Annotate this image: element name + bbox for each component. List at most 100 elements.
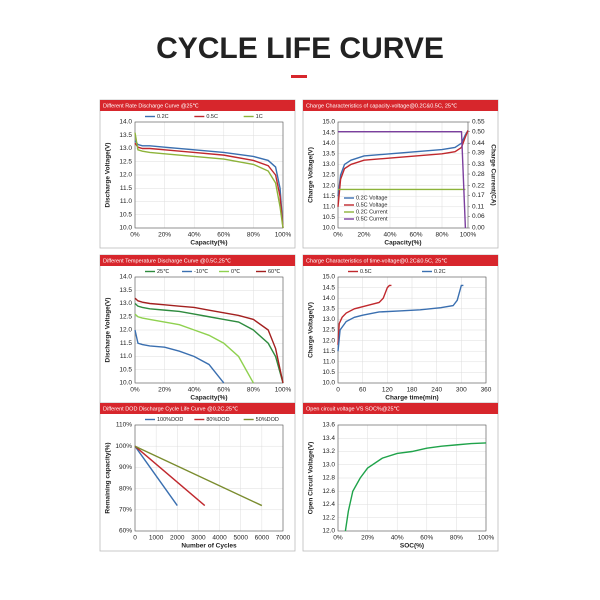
x-tick-label: 2000 <box>170 535 185 542</box>
y-tick-label: 13.0 <box>119 300 132 307</box>
x-axis-title: Charge time(min) <box>385 395 438 402</box>
plot: 0 1000 2000 3000 4000 5000 6000 7000 60% 70% 80% 90… <box>105 417 291 550</box>
x-tick-label: 60% <box>217 387 230 394</box>
x-tick-label: 180 <box>407 387 418 394</box>
y-axis-title: Charge Voltage(V) <box>308 302 315 358</box>
y-axis-title: Charge Voltage(V) <box>308 147 315 203</box>
y-tick-label: 12.6 <box>322 488 335 495</box>
legend-label: -10℃ <box>194 269 209 275</box>
y2-tick-label: 0.22 <box>472 182 485 189</box>
panel-title: Different DOD Discharge Cycle Life Curve… <box>103 406 239 412</box>
legend-label: 0.5C Voltage <box>356 202 388 208</box>
y2-tick-label: 0.50 <box>472 128 485 135</box>
x-tick-label: 60% <box>409 232 422 239</box>
y-tick-label: 13.4 <box>322 435 335 442</box>
x-tick-label: 4000 <box>212 535 227 542</box>
x-tick-label: 40% <box>188 232 201 239</box>
legend-label: 0.5C <box>206 114 218 120</box>
y-tick-label: 13.5 <box>322 306 335 313</box>
y-tick-label: 13.0 <box>322 461 335 468</box>
y-tick-label: 10.5 <box>322 369 335 376</box>
y-tick-label: 12.0 <box>322 182 335 189</box>
x-tick-label: 0 <box>133 535 137 542</box>
y-tick-label: 10.5 <box>119 366 132 373</box>
series-line <box>337 284 392 345</box>
y-tick-label: 15.0 <box>322 274 335 281</box>
y2-tick-label: 0.11 <box>472 204 485 211</box>
y-tick-label: 110% <box>116 422 132 429</box>
panel-title: Open circuit voltage VS SOC%@25℃ <box>306 406 401 412</box>
page-title: CYCLE LIFE CURVE <box>156 32 444 65</box>
legend-label: 80%DOD <box>206 417 229 423</box>
y-tick-label: 12.0 <box>119 172 132 179</box>
y-tick-label: 12.0 <box>322 337 335 344</box>
x-tick-label: 7000 <box>276 535 291 542</box>
series-line <box>134 329 225 384</box>
x-tick-label: 20% <box>357 232 370 239</box>
y2-tick-label: 0.55 <box>472 119 485 126</box>
x-tick-label: 20% <box>158 387 171 394</box>
x-tick-label: 80% <box>247 387 260 394</box>
panel-title: Charge Characteristics of capacity-volta… <box>306 103 458 109</box>
plot: 0% 20% 40% 60% 80% 100% 10.0 10.5 11.0 11.5 12.0 12… <box>308 119 497 247</box>
legend-label: 100%DOD <box>157 417 183 423</box>
plot: 0% 20% 40% 60% 80% 100% 12.0 12.2 12.4 12.6 12.8 13… <box>308 422 495 550</box>
series-line <box>134 445 178 506</box>
x-tick-label: 40% <box>188 387 201 394</box>
x-tick-label: 0% <box>130 232 140 239</box>
y-tick-label: 11.5 <box>323 348 336 355</box>
panel-border <box>99 254 296 404</box>
legend-label: 25℃ <box>157 269 170 275</box>
panel-border <box>302 254 499 404</box>
plot-frame <box>134 424 284 532</box>
y-tick-label: 12.0 <box>119 327 132 334</box>
x-tick-label: 1000 <box>149 535 164 542</box>
y-tick-label: 11.0 <box>120 353 133 360</box>
y-tick-label: 11.0 <box>323 204 336 211</box>
y-tick-label: 14.5 <box>322 129 335 136</box>
title-underline <box>291 75 307 78</box>
x-tick-label: 6000 <box>255 535 270 542</box>
y-tick-label: 90% <box>119 464 132 471</box>
x-tick-label: 80% <box>450 535 463 542</box>
y-tick-label: 13.6 <box>322 422 335 429</box>
x-tick-label: 100% <box>460 232 477 239</box>
panel-header <box>303 100 498 111</box>
series-line <box>134 445 263 507</box>
x-tick-label: 100% <box>275 232 292 239</box>
y-tick-label: 10.0 <box>119 225 132 232</box>
x-tick-label: 100% <box>478 535 495 542</box>
y2-tick-label: 0.06 <box>472 213 485 220</box>
y2-tick-label: 0.28 <box>472 171 485 178</box>
y-tick-label: 12.5 <box>322 327 335 334</box>
legend-label: 0.5C Current <box>356 216 388 222</box>
y-tick-label: 12.8 <box>322 475 335 482</box>
plot: 0 60 120 180 240 300 360 10.0 10.5 11.0 11.5 12.0 12… <box>308 269 492 402</box>
panel-header <box>100 403 295 414</box>
y-tick-label: 14.5 <box>322 284 335 291</box>
x-axis-title: Number of Cycles <box>181 543 237 550</box>
x-tick-label: 360 <box>481 387 492 394</box>
legend-label: 60℃ <box>268 269 281 275</box>
series-line <box>134 302 284 384</box>
plot: 0% 20% 40% 60% 80% 100% 10.0 10.5 11.0 11.5 12.0 12… <box>105 114 292 247</box>
x-axis-title: SOC(%) <box>400 543 424 550</box>
series-line <box>134 140 284 229</box>
legend-label: 50%DOD <box>256 417 279 423</box>
x-tick-label: 120 <box>382 387 393 394</box>
y2-tick-label: 0.44 <box>472 140 485 147</box>
y-tick-label: 10.5 <box>119 211 132 218</box>
series-line <box>134 132 284 229</box>
x-tick-label: 3000 <box>191 535 206 542</box>
series-line <box>344 442 487 532</box>
series-line <box>134 297 284 384</box>
y-tick-label: 11.5 <box>323 193 336 200</box>
x-tick-label: 80% <box>435 232 448 239</box>
y-tick-label: 13.5 <box>119 132 132 139</box>
y-tick-label: 14.0 <box>119 274 132 281</box>
plot-frame <box>337 276 487 384</box>
y-tick-label: 12.5 <box>119 313 132 320</box>
legend-label: 0.2C Current <box>356 209 388 215</box>
panel-border <box>99 402 296 552</box>
